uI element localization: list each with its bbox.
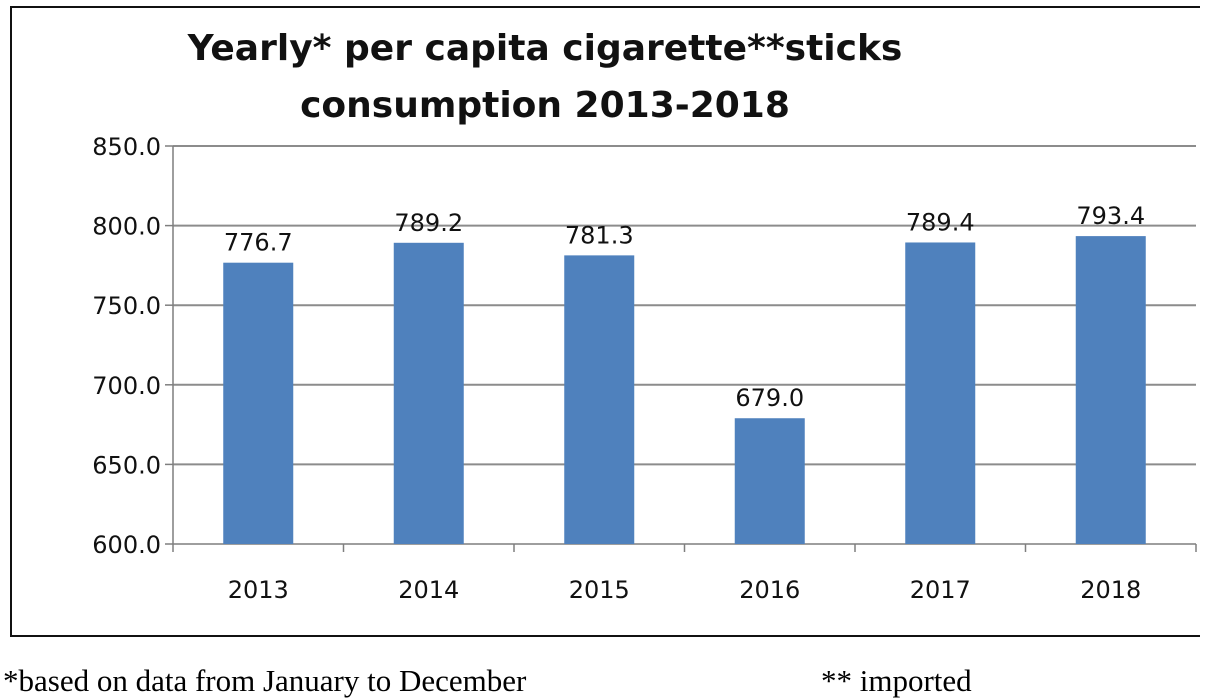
chart-title-line-1: Yearly* per capita cigarette**sticks — [187, 28, 903, 69]
y-tick-label: 600.0 — [92, 531, 161, 559]
chart-title-line-2: consumption 2013-2018 — [300, 85, 790, 126]
bar-2017 — [905, 242, 976, 544]
bar-chart: Yearly* per capita cigarette**sticks con… — [92, 28, 1197, 604]
footnote-based-on-data: *based on data from January to December — [3, 663, 527, 698]
y-tick-label: 650.0 — [92, 451, 161, 479]
bar-2014 — [393, 242, 464, 545]
x-tick-label-2013: 2013 — [228, 576, 289, 604]
data-label-2015: 781.3 — [565, 221, 634, 249]
data-label-2018: 793.4 — [1076, 202, 1145, 230]
data-label-2014: 789.2 — [394, 209, 463, 237]
data-label-2017: 789.4 — [906, 208, 975, 236]
y-tick-label: 850.0 — [92, 133, 161, 161]
footnote-imported: ** imported — [821, 663, 972, 698]
bar-2016 — [734, 418, 805, 544]
x-tick-label-2015: 2015 — [569, 576, 630, 604]
x-tick-label-2016: 2016 — [739, 576, 800, 604]
y-tick-label: 750.0 — [92, 292, 161, 320]
y-tick-label: 800.0 — [92, 213, 161, 241]
data-label-2016: 679.0 — [735, 384, 804, 412]
bar-2015 — [564, 255, 635, 544]
x-tick-label-2014: 2014 — [398, 576, 459, 604]
y-tick-label: 700.0 — [92, 372, 161, 400]
x-tick-label-2017: 2017 — [910, 576, 971, 604]
bar-2013 — [223, 262, 294, 544]
x-tick-label-2018: 2018 — [1080, 576, 1141, 604]
bar-2018 — [1075, 236, 1146, 545]
data-label-2013: 776.7 — [224, 229, 293, 257]
